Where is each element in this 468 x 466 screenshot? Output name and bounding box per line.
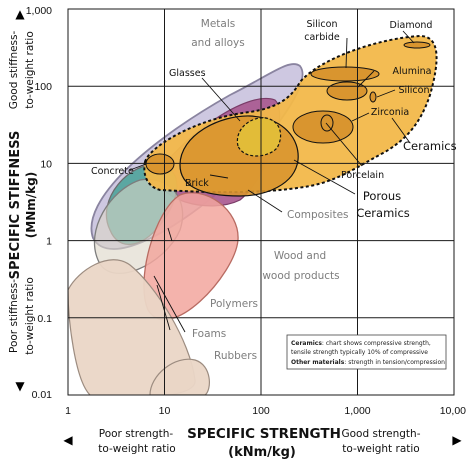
left-arrow: ◀ [63,433,73,447]
x-tick-label-3: 1,000 [344,405,370,417]
x-tick-label-4: 10,00 [440,405,466,417]
x-tick-label-1: 10 [159,405,171,417]
label-silicon-carbide: Silicon [306,19,337,30]
material-concrete [145,153,175,175]
y-tick-label-3: 10 [40,158,52,170]
label-porous-ceramics: Porous [363,189,401,203]
label-diamond: Diamond [390,20,433,31]
right-arrow: ▶ [452,433,462,447]
y-top-note-2: to-weight ratio [24,31,36,108]
plot-border [67,8,455,396]
label-alumina: Alumina [393,66,432,77]
material-diamond [403,41,431,49]
leader-lines [129,30,415,333]
label-brick: Brick [185,178,209,189]
y-top-note-1: Good stiffness- [8,31,20,110]
x-left-note-2: to-weight ratio [98,443,175,455]
note-ceramics-text: : chart shows compressive strength, [322,340,431,347]
y-bottom-note-1: Poor stiffness- [8,279,20,353]
x-axis-title: SPECIFIC STRENGTH [187,426,341,442]
y-tick-label-5: 1,000 [26,5,52,17]
down-arrow: ▼ [15,379,25,393]
label-silicon-carbide-2: carbide [304,32,340,43]
y-axis-units: (MNm/kg) [24,172,38,238]
note-other-text: : strength in tension/compression [344,359,445,366]
label-glasses: Glasses [169,68,206,79]
note-other-bold: Other materials [291,359,345,366]
y-tick-label-2: 1 [46,236,52,248]
label-polymers: Polymers [210,298,258,310]
x-tick-label-0: 1 [65,405,71,417]
x-right-note-2: to-weight ratio [342,443,419,455]
y-tick-labels: 0.01 0.1 1 10 100 1,000 [26,5,52,401]
label-porcelain: Porcelain [341,170,384,181]
label-ceramics: Ceramics [403,139,457,153]
material-silicon-carbide [310,66,380,82]
label-rubbers: Rubbers [214,350,257,362]
label-concrete: Concrete [91,166,134,177]
label-wood: Wood and [274,250,326,262]
note-ceramics-bold: Ceramics [291,340,322,347]
y-bottom-note-2: to-weight ratio [24,277,36,354]
region-glasses [236,117,282,157]
label-composites: Composites [287,209,349,221]
y-tick-label-1: 0.1 [37,313,52,325]
label-wood-2: wood products [262,270,339,282]
y-tick-label-4: 100 [34,81,52,93]
material-alumina [326,81,368,101]
label-foams: Foams [192,328,226,340]
x-left-note-1: Poor strength- [99,428,174,440]
note-line-1: Ceramics: chart shows compressive streng… [291,340,431,347]
label-metals: Metals [201,18,235,30]
note-box [286,334,447,370]
label-zirconia: Zirconia [371,107,409,118]
label-porous-ceramics-2: Ceramics [356,206,410,220]
x-right-note-1: Good strength- [341,428,420,440]
x-tick-label-2: 100 [252,405,270,417]
x-axis-units: (kNm/kg) [228,445,296,460]
label-metals-2: and alloys [191,37,244,49]
y-axis-title: SPECIFIC STIFFNESS [8,131,23,280]
material-zirconia-core [320,114,334,132]
y-tick-label-0: 0.01 [32,389,53,401]
label-silicon: Silicon [398,85,429,96]
material-silicon [369,91,377,103]
note-line-2: tensile strength typically 10% of compre… [291,349,428,356]
note-line-3: Other materials: strength in tension/com… [291,359,445,366]
region-polymers [143,192,239,321]
up-arrow: ▲ [15,7,25,21]
x-tick-labels: 1 10 100 1,000 10,00 [65,405,466,417]
